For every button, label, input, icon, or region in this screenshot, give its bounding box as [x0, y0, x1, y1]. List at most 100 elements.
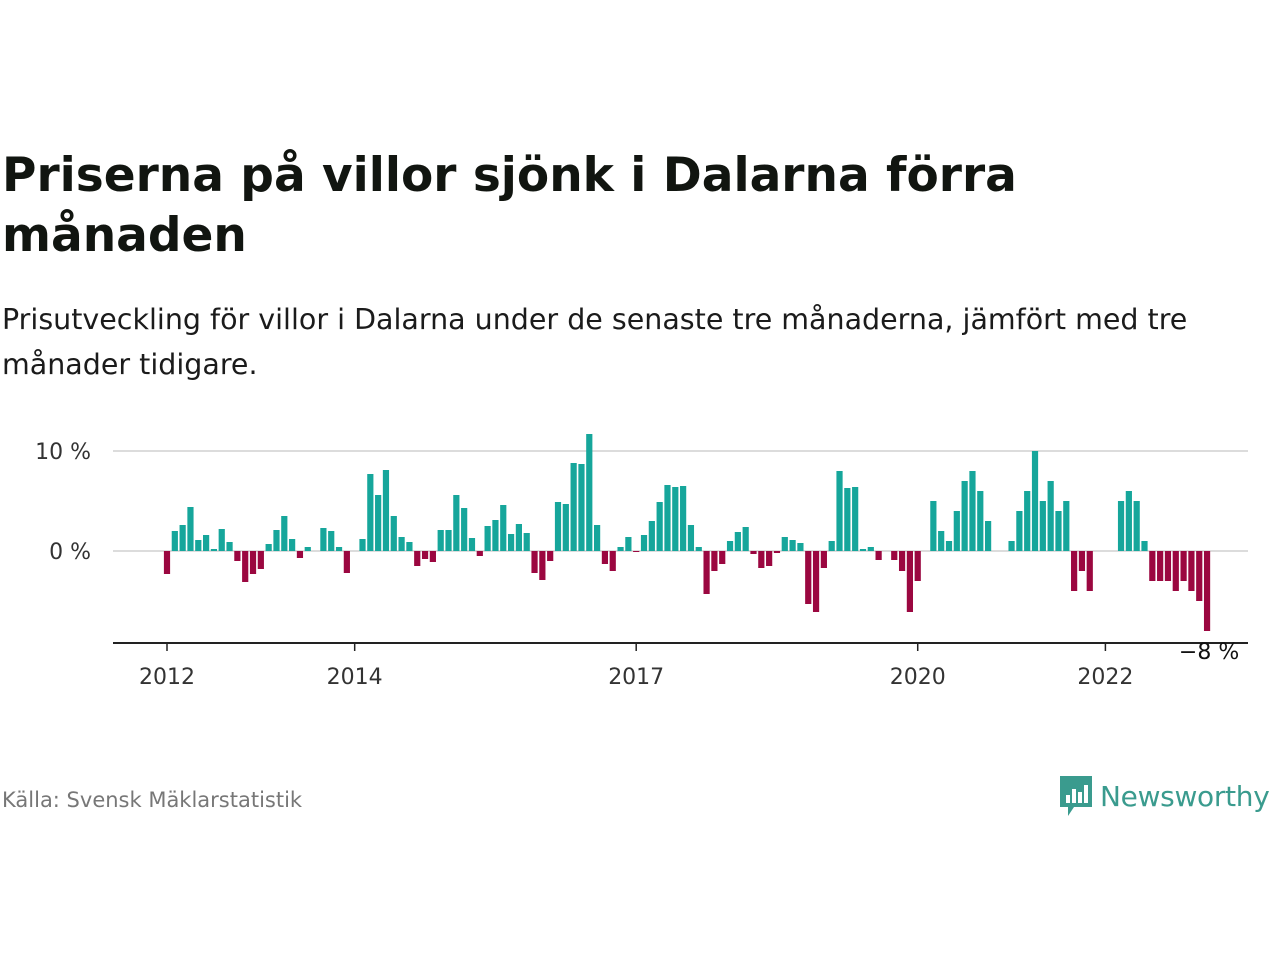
bar [938, 531, 945, 551]
bar [867, 547, 874, 551]
bar [1071, 551, 1078, 591]
bar [1141, 541, 1148, 551]
bar [812, 551, 820, 612]
bar [820, 551, 827, 568]
bar [985, 521, 992, 551]
bar [601, 551, 609, 564]
bar [531, 551, 538, 573]
bar [500, 505, 507, 551]
bar [273, 530, 280, 551]
source-note: Källa: Svensk Mäklarstatistik [2, 788, 303, 812]
bar [1125, 491, 1132, 551]
bar [656, 502, 663, 551]
bar [672, 487, 679, 551]
bar [367, 474, 374, 551]
bar [680, 486, 687, 551]
bar [429, 551, 436, 562]
bar [304, 547, 311, 551]
bar [805, 551, 812, 604]
bar [898, 551, 906, 571]
bar [414, 551, 421, 566]
bar [859, 549, 867, 551]
bar [562, 504, 569, 551]
bar [453, 495, 460, 551]
bar [711, 551, 718, 571]
bar [977, 491, 984, 551]
chart-subtitle: Prisutveckling för villor i Dalarna unde… [2, 303, 1188, 381]
bar [171, 531, 178, 551]
x-tick-label: 2017 [608, 665, 664, 690]
bar [742, 527, 749, 551]
bar [1133, 501, 1140, 551]
bar [242, 551, 249, 582]
bar [390, 516, 397, 551]
bar [773, 551, 781, 553]
bar [1086, 551, 1093, 591]
newsworthy-chart-bubble-icon [1060, 776, 1092, 816]
bar [703, 551, 710, 594]
bar [1172, 551, 1179, 591]
bar [640, 535, 648, 551]
chart-title: Priserna på villor sjönk i Dalarna förra… [2, 148, 1017, 263]
bar [343, 551, 350, 573]
bar [1008, 541, 1015, 551]
bar [961, 481, 968, 551]
bar [789, 540, 796, 551]
bar [1024, 491, 1031, 551]
bar [218, 529, 225, 551]
bar [554, 502, 562, 551]
bar [468, 538, 476, 551]
bar [421, 551, 429, 559]
bar [249, 551, 257, 574]
bar [797, 543, 804, 551]
bar [1031, 451, 1039, 551]
bar [578, 464, 585, 551]
bar [726, 541, 734, 551]
bar [210, 549, 218, 551]
bar [570, 463, 577, 551]
bar [1188, 551, 1195, 591]
newsworthy-logo[interactable]: Newsworthy [1058, 773, 1270, 819]
bar [1164, 551, 1172, 581]
bar [398, 537, 405, 551]
bar [187, 507, 194, 551]
bar [461, 508, 468, 551]
bar [1117, 501, 1125, 551]
x-tick-label: 2022 [1077, 665, 1133, 690]
bar [1047, 481, 1054, 551]
bar [906, 551, 913, 612]
bar [281, 516, 288, 551]
bar [664, 485, 671, 551]
bar [1055, 511, 1062, 551]
bar [750, 551, 757, 554]
x-tick-label: 2020 [890, 665, 946, 690]
bar [289, 539, 296, 551]
bar [609, 551, 616, 571]
bar [195, 540, 202, 551]
bar [594, 525, 601, 551]
bar [406, 542, 413, 551]
bar [1078, 551, 1086, 571]
bar [852, 487, 859, 551]
bar [1180, 551, 1187, 581]
bar [382, 470, 390, 551]
bar [781, 537, 788, 551]
y-tick-label: 0 % [49, 540, 91, 565]
bar [515, 524, 522, 551]
bar [875, 551, 882, 560]
bar [539, 551, 546, 580]
bar [1149, 551, 1156, 581]
bar [375, 495, 382, 551]
bar [492, 520, 499, 551]
bar [359, 539, 366, 551]
bar [226, 542, 233, 551]
bar [523, 533, 530, 551]
bar [203, 535, 210, 551]
bar [766, 551, 773, 566]
last-value-label: −8 % [1179, 640, 1239, 665]
bar [1157, 551, 1164, 581]
bar [891, 551, 898, 560]
bar [648, 521, 655, 551]
bar [296, 551, 304, 558]
bar [687, 525, 695, 551]
